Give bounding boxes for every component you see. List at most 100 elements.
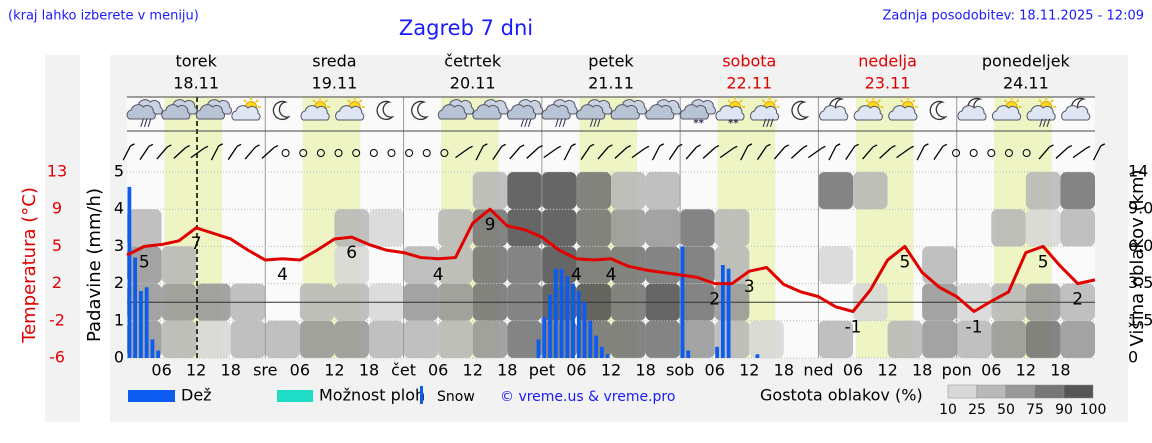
moon-icon <box>791 100 810 121</box>
cloud-icon <box>645 104 675 120</box>
wind-calm <box>316 149 325 157</box>
x-tick-label: 12 <box>324 361 344 380</box>
temperature-label: -1 <box>966 318 983 338</box>
wind-barb-flag <box>167 144 172 148</box>
temperature-label: -1 <box>845 318 862 338</box>
wind-barb <box>896 147 910 159</box>
sun-ray <box>324 99 328 103</box>
cloud-legend-box <box>1005 384 1036 399</box>
wind-barb-flag <box>608 144 613 148</box>
cloud-icon <box>576 104 606 120</box>
sun-ray <box>1038 99 1042 103</box>
temp-tick-label: 5 <box>52 236 62 255</box>
cloud-icon <box>161 104 191 120</box>
y-tick-label: 1 <box>114 310 124 329</box>
cloud-cell <box>818 320 853 358</box>
wind-barb <box>685 146 698 160</box>
cloud-legend-tick: 25 <box>968 402 986 418</box>
day-name: nedelja <box>858 52 917 71</box>
wind-barb <box>139 145 150 161</box>
cloud-cell <box>956 320 992 358</box>
day-name: sobota <box>722 52 776 71</box>
day-date: 22.11 <box>726 74 772 93</box>
wind-barb-flag <box>924 143 929 147</box>
x-tick-label: 12 <box>463 361 483 380</box>
wind-calm <box>352 149 361 157</box>
precip-bar <box>553 268 558 358</box>
precip-bar <box>582 302 587 358</box>
wind-barb <box>210 145 220 161</box>
precip-sign: ∕∕∕ <box>1039 118 1050 129</box>
sun-ray <box>312 99 316 103</box>
sun-ray <box>900 99 904 103</box>
x-tick-label: 06 <box>843 361 863 380</box>
temperature-label: 4 <box>606 265 617 285</box>
x-tick-label: 18 <box>359 361 379 380</box>
wind-barb <box>526 147 539 159</box>
cloud-icon <box>819 105 849 121</box>
cloud-icon <box>126 104 156 120</box>
temperature-label: 3 <box>744 277 755 297</box>
temperature-label: 5 <box>899 252 910 272</box>
cloud-icon <box>991 105 1022 121</box>
cloud-icon <box>541 104 571 120</box>
day-date: 21.11 <box>588 74 634 93</box>
updated: Zadnja posodobitev: 18.11.2025 - 12:09 <box>882 9 1144 24</box>
wind-barb-flag <box>696 144 701 148</box>
wind-barb <box>862 146 874 160</box>
precip-sign: ** <box>693 118 704 129</box>
wind-barb <box>1092 145 1102 161</box>
note: (kraj lahko izberete v meniju) <box>8 9 199 24</box>
cloud-cell <box>472 320 508 358</box>
title: Zagreb 7 dni <box>399 16 533 40</box>
cloud-cell <box>645 320 681 358</box>
temperature-label: 4 <box>571 265 582 285</box>
cloud-icon <box>472 104 502 120</box>
precip-bar <box>576 291 581 358</box>
wind-barb-flag <box>203 145 209 149</box>
x-tick-label: ned <box>803 361 833 380</box>
cloud-cell <box>299 320 335 358</box>
sun-ray <box>1015 99 1020 103</box>
temp-tick-label: 13 <box>47 162 67 181</box>
wind-calm <box>440 149 449 157</box>
legend-swatch <box>128 390 175 402</box>
legend-label: Dež <box>181 386 212 405</box>
wind-barb <box>668 145 679 161</box>
y2-tick-label: 3.5 <box>1128 273 1152 292</box>
wind-barb <box>261 147 275 159</box>
wind-barb <box>933 145 944 161</box>
precip-bar <box>715 346 719 358</box>
cloud-cell <box>853 172 888 210</box>
wind-barb-flag <box>942 143 948 147</box>
cloud-cell <box>507 246 542 284</box>
cloud-cell <box>680 246 715 284</box>
wind-calm <box>299 149 308 157</box>
y-axis-title: Padavine (mm/h) <box>84 188 105 342</box>
temperature-line <box>126 207 1096 313</box>
temperature-label: 2 <box>1072 290 1083 310</box>
cloud-icon <box>957 105 987 121</box>
cloud-cell <box>230 320 266 358</box>
cloud-cell <box>818 172 853 210</box>
day-date: 23.11 <box>865 74 911 93</box>
cloud-icon <box>437 104 467 120</box>
legend-label: Možnost ploh <box>319 386 425 405</box>
wind-barb <box>828 145 837 161</box>
wind-barb <box>227 145 238 161</box>
cloud-cell <box>611 172 646 210</box>
cloud-cell <box>714 320 750 358</box>
wind-barb <box>244 146 257 160</box>
wind-barb-flag <box>854 143 859 147</box>
wind-barb-flag <box>747 143 753 147</box>
temp-tick-label: -2 <box>49 310 65 329</box>
x-tick-label: 18 <box>774 361 794 380</box>
precip-bar <box>133 257 138 358</box>
wind-barb <box>719 147 734 159</box>
cloud-cell <box>161 246 197 284</box>
precip-bar <box>139 291 143 358</box>
x-tick-label: 12 <box>877 361 897 380</box>
x-tick-label: 12 <box>739 361 759 380</box>
cloud-legend-tick: 100 <box>1080 402 1107 418</box>
cloud-legend-tick: 50 <box>997 402 1015 418</box>
